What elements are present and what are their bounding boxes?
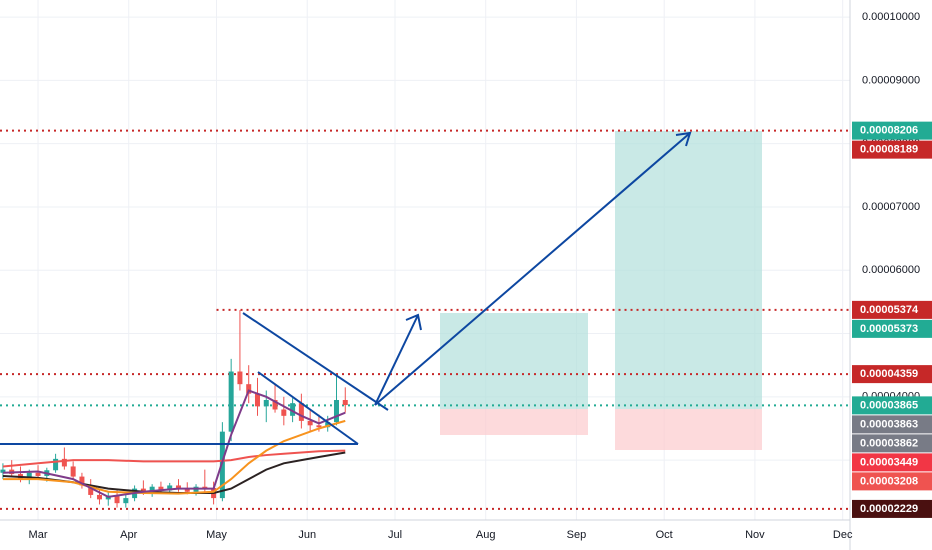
levels [0, 129, 850, 510]
plot [0, 310, 348, 508]
arrow-head [675, 131, 692, 147]
drawings [0, 131, 692, 445]
price-badge [852, 365, 932, 384]
candle-body [123, 498, 129, 504]
candle-body [237, 371, 243, 385]
candle-body [167, 485, 173, 491]
price-badge-label: 0.00003862 [860, 437, 918, 449]
price-badge-label: 0.00005373 [860, 323, 918, 335]
x-tick-label: Oct [656, 529, 673, 541]
axis-labels: MarAprMayJunJulAugSepOctNovDec0.00003000… [29, 11, 932, 541]
target-zone [615, 131, 762, 409]
moving-average [2, 419, 346, 495]
candle-body [53, 458, 59, 471]
arrow-head [405, 313, 422, 331]
candle-body [70, 466, 76, 477]
price-badge-label: 0.00004359 [860, 368, 918, 380]
candle-body [342, 400, 348, 406]
price-badge [852, 415, 932, 434]
price-badge [852, 472, 932, 491]
candle-body [158, 486, 164, 491]
price-badge-label: 0.00005374 [860, 304, 919, 316]
trend-line [257, 371, 359, 445]
candle-body [325, 422, 331, 428]
y-tick-label: 0.00010000 [862, 11, 920, 23]
price-badge-label: 0.00003208 [860, 475, 918, 487]
x-tick-label: Jul [388, 529, 402, 541]
candle-body [184, 488, 190, 492]
candle-body [246, 384, 252, 394]
candle-body [140, 488, 146, 492]
y-tick-label: 0.00009000 [862, 74, 920, 86]
candle-body [272, 400, 278, 410]
moving-average [2, 451, 346, 495]
price-badge-label: 0.00003865 [860, 399, 918, 411]
arrow [374, 314, 419, 406]
price-badge [852, 319, 932, 338]
candle-body [79, 476, 85, 486]
x-tick-label: Dec [833, 529, 853, 541]
moving-average [2, 389, 346, 498]
trend-line [242, 312, 389, 411]
x-tick-label: Sep [567, 529, 587, 541]
position-boxes [440, 131, 762, 450]
y-tick-label: 0.00007000 [862, 201, 920, 213]
price-badge-label: 0.00008206 [860, 125, 918, 137]
price-badge [852, 140, 932, 159]
candle-body [307, 420, 313, 426]
price-badge [852, 300, 932, 319]
price-badge-label: 0.00003863 [860, 418, 918, 430]
candle-body [175, 485, 181, 489]
candle-body [228, 371, 234, 432]
candle-body [149, 486, 155, 492]
candle-body [298, 403, 304, 421]
price-badge [852, 396, 932, 415]
x-tick-label: Apr [120, 529, 137, 541]
stop-zone [440, 409, 588, 435]
candle-body [333, 400, 339, 423]
arrow [374, 132, 691, 406]
candle-body [263, 400, 269, 407]
candle-body [96, 494, 102, 500]
price-badge [852, 499, 932, 518]
x-tick-label: Nov [745, 529, 765, 541]
candle-body [114, 495, 120, 504]
stop-zone [615, 409, 762, 450]
price-badge-label: 0.00002229 [860, 503, 918, 515]
y-tick-label: 0.00006000 [862, 264, 920, 276]
price-badge [852, 434, 932, 453]
x-tick-label: Mar [29, 529, 48, 541]
price-badge-label: 0.00003449 [860, 456, 918, 468]
candle-body [202, 486, 208, 488]
x-tick-label: May [206, 529, 227, 541]
candle-body [88, 485, 94, 495]
candle-body [254, 393, 260, 407]
candle-body [61, 458, 67, 467]
candle-body [316, 425, 322, 428]
candle-body [290, 403, 296, 416]
candle-body [0, 469, 6, 473]
candle-body [26, 472, 32, 480]
target-zone [440, 313, 588, 409]
candle-body [35, 472, 41, 476]
candle-body [281, 409, 287, 416]
x-tick-label: Aug [476, 529, 496, 541]
price-badge-label: 0.00008189 [860, 144, 918, 156]
price-badge [852, 453, 932, 472]
price-badge [852, 121, 932, 140]
x-tick-label: Jun [298, 529, 316, 541]
